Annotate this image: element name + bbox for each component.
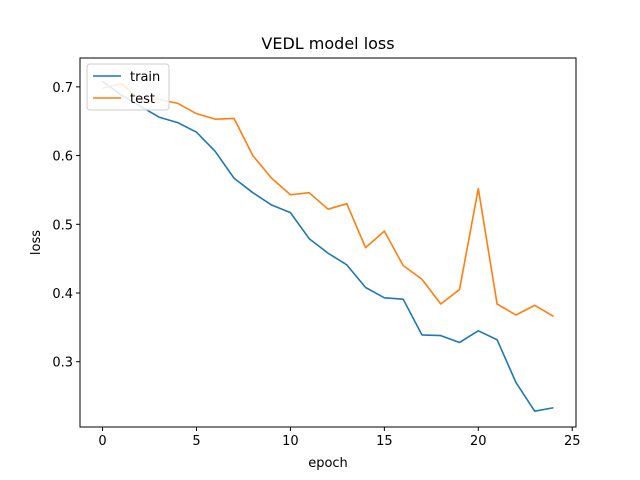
- plot-frame: [79, 57, 577, 428]
- series-line-train: [102, 80, 554, 413]
- series-line-test: [102, 82, 554, 318]
- x-axis-label: epoch: [308, 456, 348, 471]
- y-tick-label: 0.4: [52, 287, 73, 302]
- x-tick-label: 15: [376, 434, 393, 449]
- plot-area: 0 5 10 15 20 25 0.3 0.4 0.5 0.6 0.7 train test: [52, 57, 581, 449]
- legend-label-test: test: [130, 92, 155, 107]
- y-axis-label: loss: [29, 230, 44, 255]
- y-tick-label: 0.5: [52, 218, 73, 233]
- legend-label-train: train: [130, 70, 160, 85]
- legend: train test: [86, 63, 170, 111]
- y-tick-label: 0.6: [52, 150, 73, 165]
- y-tick-label: 0.3: [52, 356, 73, 371]
- x-tick-label: 0: [98, 434, 106, 449]
- chart-title: VEDL model loss: [261, 34, 394, 53]
- x-tick-label: 10: [282, 434, 299, 449]
- x-tick-label: 20: [470, 434, 487, 449]
- x-tick-label: 25: [564, 434, 581, 449]
- x-tick-label: 5: [192, 434, 200, 449]
- y-tick-label: 0.7: [52, 81, 73, 96]
